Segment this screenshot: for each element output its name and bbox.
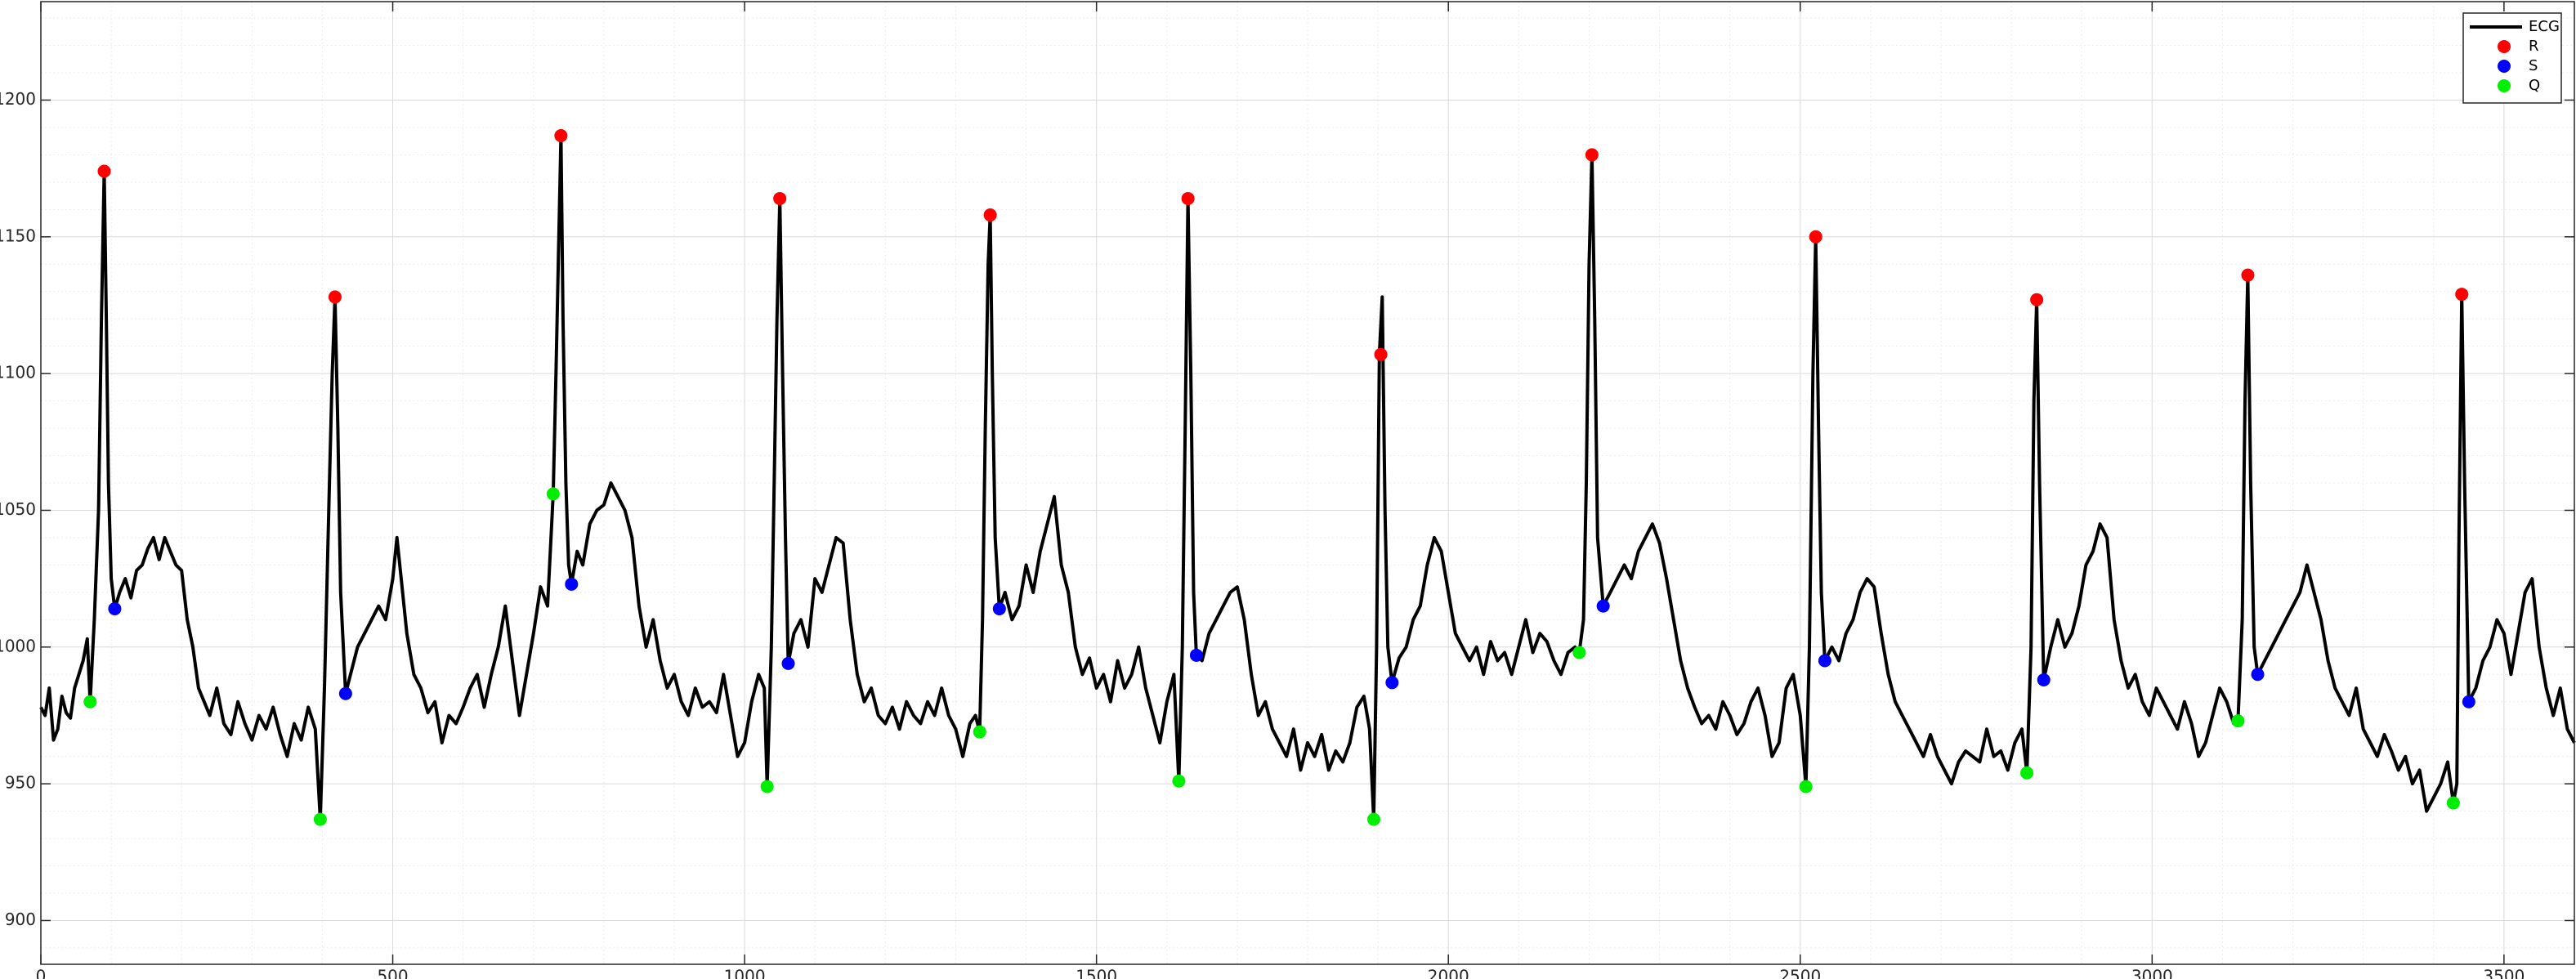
x-tick-label: 1500 bbox=[1076, 967, 1117, 979]
legend-label: ECG bbox=[2529, 18, 2560, 35]
y-tick-label: 1050 bbox=[0, 499, 36, 519]
s-peak-marker bbox=[1818, 654, 1831, 668]
q-peak-marker bbox=[1799, 780, 1813, 793]
q-peak-marker bbox=[2231, 714, 2245, 728]
s-peak-marker bbox=[1189, 648, 1203, 662]
marker-series bbox=[83, 128, 2475, 826]
x-tick-label: 3000 bbox=[2131, 967, 2173, 979]
y-tick-label: 1000 bbox=[0, 636, 36, 655]
x-tick-label: 2000 bbox=[1428, 967, 1469, 979]
legend: ECG RSQ bbox=[2462, 12, 2562, 104]
r-peak-marker bbox=[328, 290, 342, 304]
y-tick-label: 1100 bbox=[0, 363, 36, 382]
r-peak-marker bbox=[554, 128, 568, 142]
r-peak-marker bbox=[1809, 230, 1822, 244]
q-peak-marker bbox=[760, 780, 774, 793]
s-peak-marker bbox=[781, 656, 795, 670]
y-tick-label: 950 bbox=[5, 773, 36, 793]
y-tick-label: 1200 bbox=[0, 89, 36, 109]
q-peak-marker bbox=[313, 812, 327, 826]
x-tick-label: 0 bbox=[36, 967, 47, 979]
y-tick-label: 1150 bbox=[0, 226, 36, 245]
q-peak-marker bbox=[546, 487, 560, 501]
r-peak-marker bbox=[2241, 268, 2255, 282]
legend-marker-swatch bbox=[2498, 79, 2511, 92]
s-peak-marker bbox=[2462, 695, 2475, 709]
q-peak-marker bbox=[1172, 774, 1186, 788]
r-peak-marker bbox=[773, 191, 787, 205]
r-peak-marker bbox=[97, 164, 111, 178]
minor-grid bbox=[41, 2, 2575, 964]
plot-frame bbox=[40, 1, 2575, 965]
s-peak-marker bbox=[1596, 599, 1610, 613]
ecg-line bbox=[39, 134, 2576, 821]
y-tick-label: 900 bbox=[5, 910, 36, 929]
s-peak-marker bbox=[108, 601, 122, 615]
legend-label: Q bbox=[2529, 77, 2540, 94]
s-peak-marker bbox=[1385, 676, 1399, 690]
r-peak-marker bbox=[983, 208, 997, 222]
r-peak-marker bbox=[1374, 347, 1388, 361]
s-peak-marker bbox=[2037, 673, 2051, 686]
s-peak-marker bbox=[2251, 668, 2265, 682]
q-peak-marker bbox=[1366, 812, 1380, 826]
q-peak-marker bbox=[2446, 796, 2460, 810]
q-peak-marker bbox=[973, 725, 986, 739]
ecg-series bbox=[39, 134, 2576, 821]
r-peak-marker bbox=[2030, 293, 2044, 306]
q-peak-marker bbox=[2020, 766, 2034, 780]
s-peak-marker bbox=[338, 686, 352, 700]
x-tick-label: 500 bbox=[377, 967, 408, 979]
x-tick-label: 1000 bbox=[724, 967, 766, 979]
x-tick-label: 3500 bbox=[2483, 967, 2525, 979]
legend-marker-swatch bbox=[2498, 60, 2511, 73]
legend-label: R bbox=[2529, 38, 2539, 55]
r-peak-marker bbox=[1181, 191, 1195, 205]
s-peak-marker bbox=[992, 601, 1006, 615]
q-peak-marker bbox=[83, 695, 97, 709]
legend-marker-swatch bbox=[2498, 40, 2511, 53]
q-peak-marker bbox=[1572, 646, 1586, 659]
s-peak-marker bbox=[565, 577, 579, 591]
x-tick-label: 2500 bbox=[1779, 967, 1821, 979]
r-peak-marker bbox=[2455, 288, 2469, 302]
legend-label: S bbox=[2529, 57, 2538, 74]
r-peak-marker bbox=[1585, 148, 1599, 162]
